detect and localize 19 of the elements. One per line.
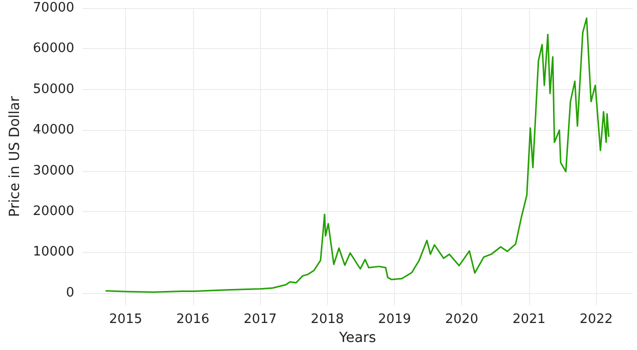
y-tick-label: 10000 [32, 244, 74, 260]
x-tick-label: 2018 [310, 312, 344, 328]
x-tick-label: 2017 [244, 312, 277, 328]
y-tick-label: 50000 [32, 82, 74, 97]
y-tick-label: 20000 [32, 204, 74, 219]
y-tick-label: 60000 [32, 41, 74, 56]
x-tick-label: 2015 [109, 312, 142, 328]
x-tick-label: 2022 [580, 312, 613, 328]
x-tick-label: 2020 [445, 312, 478, 328]
line-series [105, 17, 610, 293]
y-axis-title: Price in US Dollar [7, 96, 23, 217]
x-tick-label: 2019 [378, 312, 412, 328]
y-tick-label: 30000 [32, 163, 74, 178]
x-tick-label: 2016 [176, 312, 210, 328]
y-tick-label: 0 [66, 285, 74, 300]
x-axis-title: Years [338, 330, 376, 346]
x-tick-label: 2021 [512, 312, 546, 328]
y-tick-label: 70000 [32, 0, 74, 16]
y-tick-label: 40000 [32, 122, 74, 138]
